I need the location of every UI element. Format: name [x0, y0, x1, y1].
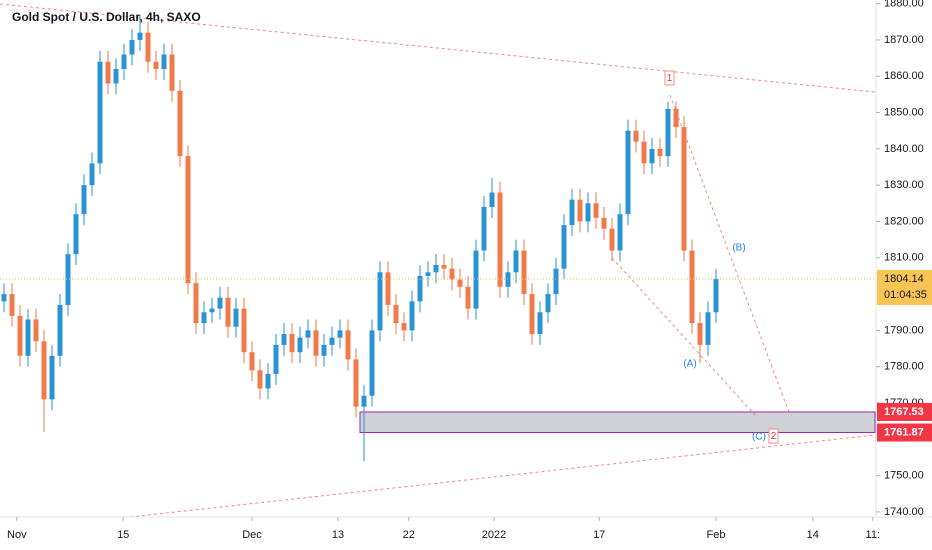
price-tag-label: 1804.14	[884, 273, 924, 285]
wave-box	[768, 428, 779, 444]
x-tick-label: 17	[593, 529, 605, 541]
y-tick-label: 1870.00	[884, 34, 924, 46]
y-tick-label: 1750.00	[884, 470, 924, 482]
x-tick-label: 15	[117, 529, 129, 541]
y-tick-label: 1880.00	[884, 0, 924, 10]
x-tick-label: 14	[807, 529, 819, 541]
y-tick-label: 1740.00	[884, 506, 924, 518]
x-tick-label: 22	[403, 529, 415, 541]
x-tick-label: Nov	[7, 529, 27, 541]
y-tick-label: 1850.00	[884, 106, 924, 118]
zone-tag-label: 1767.53	[884, 406, 924, 418]
upper-trendline	[0, 3, 876, 93]
wave-label: (B)	[732, 243, 745, 254]
lower-trendline	[129, 434, 876, 518]
x-tick-label: Dec	[242, 529, 262, 541]
chart-title: Gold Spot / U.S. Dollar, 4h, SAXO	[12, 10, 201, 24]
price-tag	[877, 270, 932, 306]
wave-label: 1	[667, 73, 673, 84]
x-tick-label: 2022	[482, 529, 506, 541]
y-tick-label: 1830.00	[884, 179, 924, 191]
x-tick-label: Feb	[707, 529, 726, 541]
y-tick-label: 1820.00	[884, 215, 924, 227]
y-tick-label: 1840.00	[884, 143, 924, 155]
wave-line	[611, 257, 756, 416]
wave-label: 2	[771, 431, 777, 442]
y-tick-label: 1860.00	[884, 70, 924, 82]
wave-label: (A)	[683, 359, 696, 370]
y-tick-label: 1780.00	[884, 361, 924, 373]
countdown: 01:04:35	[884, 289, 927, 301]
y-tick-label: 1810.00	[884, 252, 924, 264]
wave-box	[664, 70, 675, 86]
zone-tag-label: 1761.87	[884, 426, 924, 438]
wave-label: (C)	[752, 432, 766, 443]
y-tick-label: 1790.00	[884, 324, 924, 336]
zone	[359, 411, 876, 434]
wave-line	[669, 94, 791, 416]
x-tick-label: 13	[332, 529, 344, 541]
zone-tag	[877, 423, 932, 442]
zone-tag	[877, 402, 932, 421]
x-tick-label: 11:	[866, 529, 880, 541]
